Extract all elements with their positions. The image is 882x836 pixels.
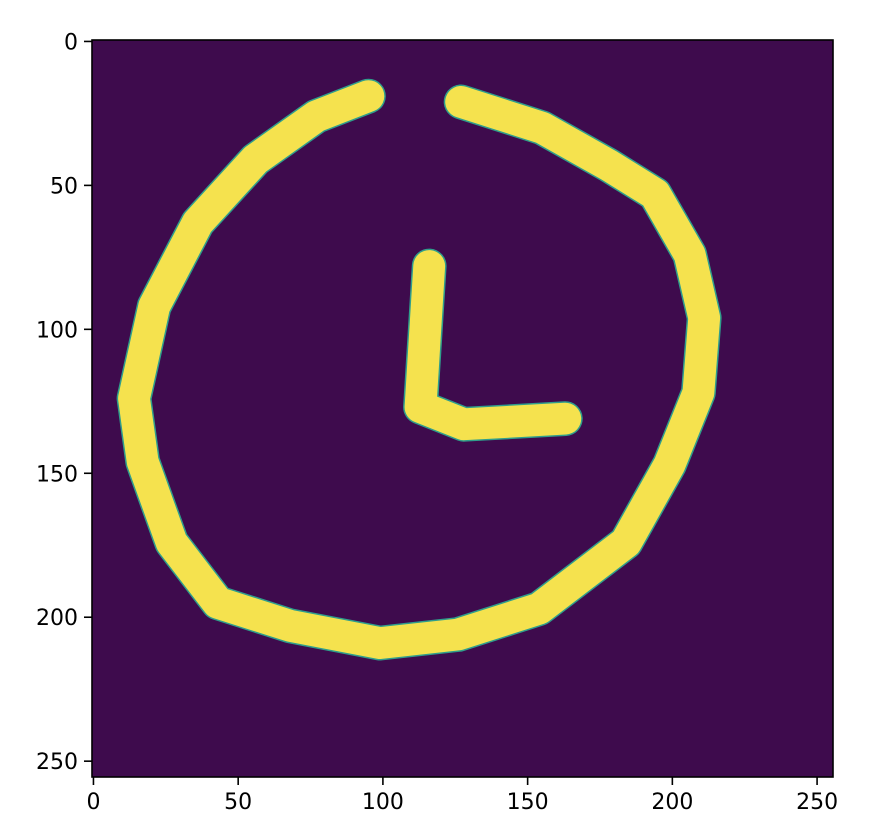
x-tick-label: 100 (362, 790, 404, 815)
x-tick-label: 200 (651, 790, 693, 815)
x-tick-label: 250 (796, 790, 838, 815)
x-tick-label: 50 (224, 790, 252, 815)
x-axis: 0 50 100 150 200 250 (86, 777, 838, 815)
y-tick-label: 150 (36, 462, 78, 487)
y-tick-label: 200 (36, 606, 78, 631)
y-axis: 0 50 100 150 200 250 (36, 30, 92, 775)
x-tick-label: 0 (86, 790, 100, 815)
x-tick-label: 150 (507, 790, 549, 815)
axes-frame (91, 39, 834, 778)
y-tick-label: 0 (64, 30, 78, 55)
y-tick-label: 50 (50, 174, 78, 199)
clock-hands-stroke (404, 250, 582, 441)
y-tick-label: 250 (36, 750, 78, 775)
clock-face-stroke (118, 80, 721, 659)
y-tick-label: 100 (36, 318, 78, 343)
image-strokes (116, 78, 722, 661)
